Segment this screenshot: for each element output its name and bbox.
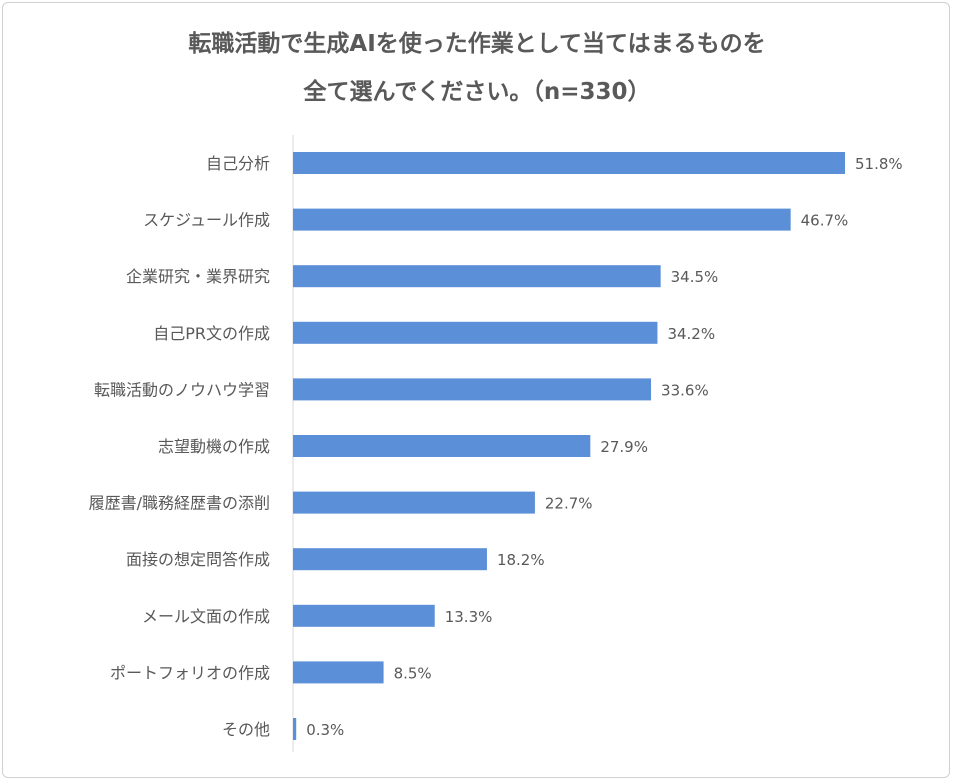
category-label: 企業研究・業界研究 bbox=[126, 267, 270, 286]
category-label: 自己PR文の作成 bbox=[153, 324, 270, 343]
data-label: 34.2% bbox=[667, 325, 715, 343]
data-label: 22.7% bbox=[545, 495, 593, 513]
data-label: 8.5% bbox=[394, 664, 432, 682]
category-label: 自己分析 bbox=[206, 154, 270, 173]
category-label: スケジュール作成 bbox=[143, 211, 270, 230]
category-label: メール文面の作成 bbox=[142, 607, 270, 626]
data-label: 33.6% bbox=[661, 381, 709, 399]
data-label: 18.2% bbox=[497, 551, 545, 569]
bar bbox=[293, 548, 487, 571]
bar bbox=[293, 265, 661, 288]
bar bbox=[293, 491, 535, 514]
chart-title: 転職活動で生成AIを使った作業として当てはまるものを bbox=[188, 31, 766, 57]
category-label: 面接の想定問答作成 bbox=[126, 550, 270, 569]
data-label: 27.9% bbox=[600, 438, 648, 456]
bar bbox=[293, 152, 845, 174]
category-label: 転職活動のノウハウ学習 bbox=[94, 380, 270, 399]
bar bbox=[293, 208, 791, 231]
category-label: 志望動機の作成 bbox=[158, 437, 270, 456]
category-label: ポートフォリオの作成 bbox=[110, 663, 270, 682]
bar bbox=[293, 718, 297, 740]
data-label: 13.3% bbox=[445, 608, 493, 626]
chart-subtitle: 全て選んでください。（n=330） bbox=[303, 79, 651, 105]
data-label: 51.8% bbox=[855, 155, 903, 173]
bar bbox=[293, 435, 591, 457]
data-label: 0.3% bbox=[306, 721, 344, 739]
bar bbox=[293, 321, 658, 344]
bar bbox=[293, 378, 652, 401]
bar bbox=[293, 661, 384, 684]
data-label: 46.7% bbox=[801, 212, 849, 230]
category-label: その他 bbox=[222, 720, 270, 739]
bar bbox=[293, 604, 435, 627]
category-label: 履歴書/職務経歴書の添削 bbox=[89, 494, 270, 513]
data-label: 34.5% bbox=[671, 268, 719, 286]
